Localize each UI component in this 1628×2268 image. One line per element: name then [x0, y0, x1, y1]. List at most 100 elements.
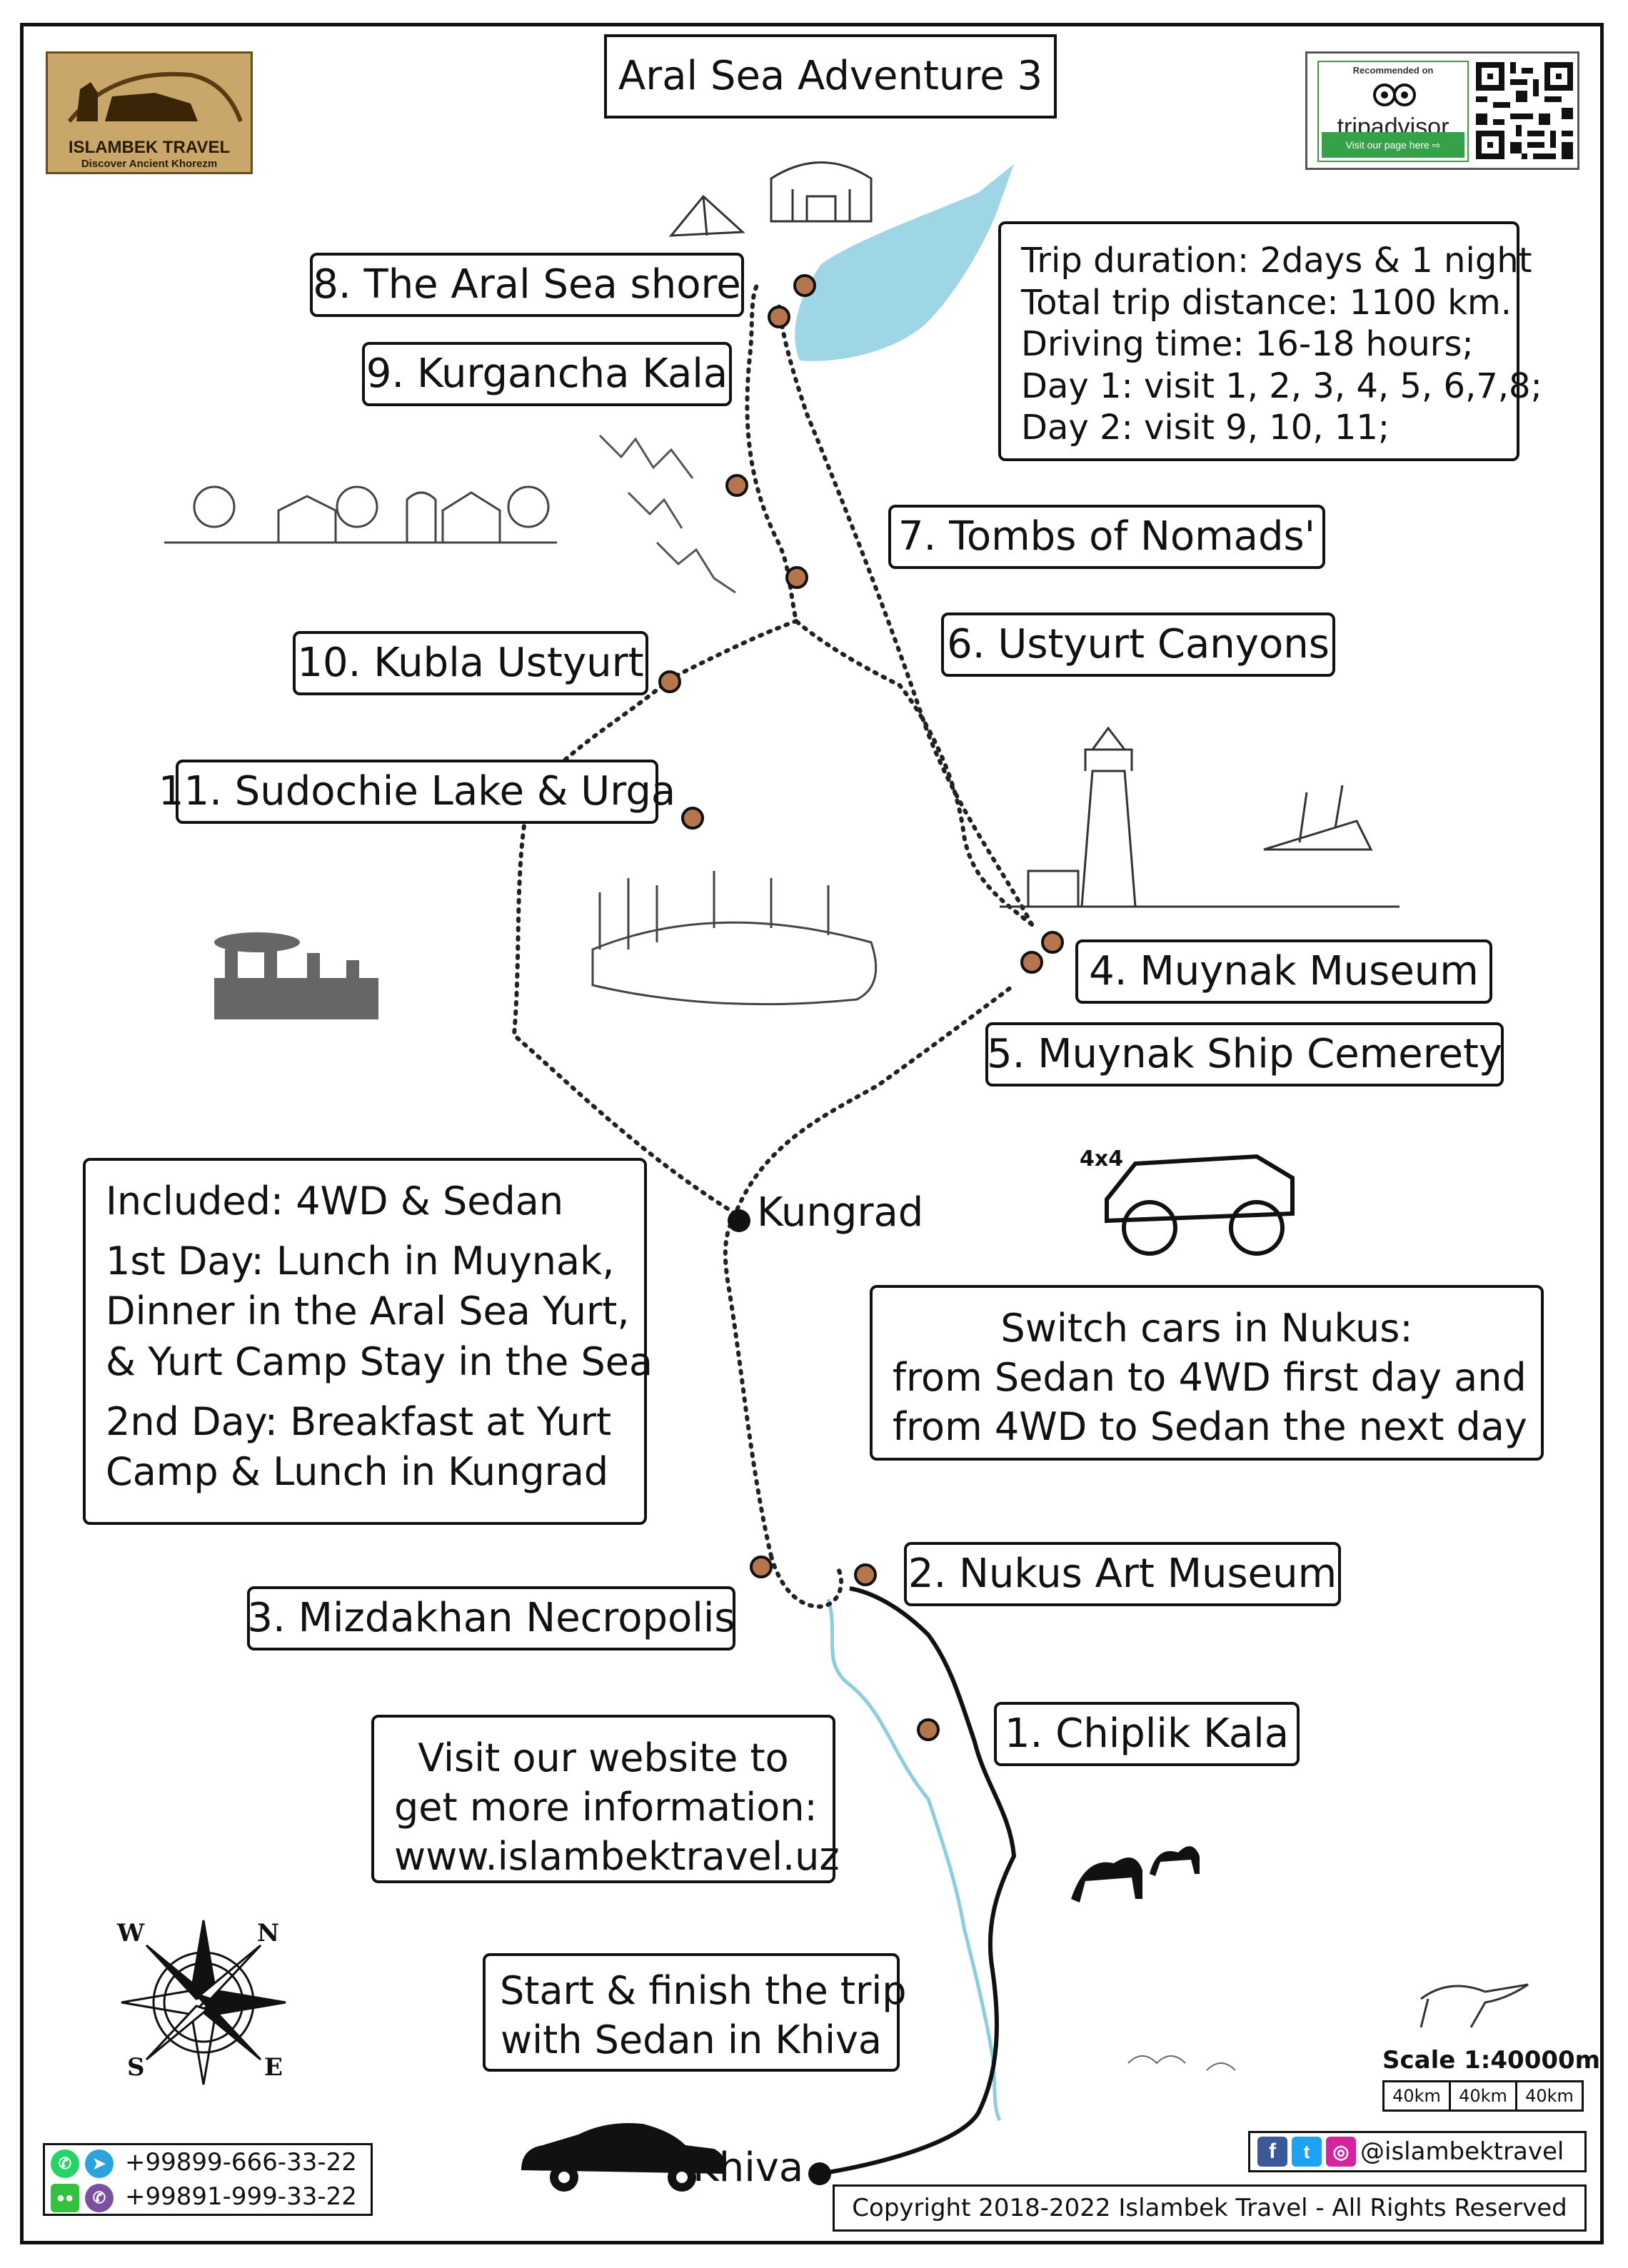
yurt-icon — [770, 161, 873, 223]
included-box: Included: 4WD & Sedan 1st Day: Lunch in … — [83, 1158, 653, 1525]
switch-cars-line: from 4WD to Sedan the next day — [893, 1404, 1527, 1450]
farm-icon — [164, 485, 557, 544]
tripadvisor-recommended: Recommended on — [1352, 65, 1434, 76]
khiva-dot — [808, 2162, 831, 2185]
included-line: & Yurt Camp Stay in the Sea — [106, 1339, 653, 1384]
fox-icon — [1420, 1983, 1529, 2028]
marker-2 — [854, 1563, 877, 1586]
sedan-icon — [521, 2123, 725, 2192]
viber-icon[interactable]: ✆ — [85, 2184, 114, 2212]
tripadvisor-visit-label: Visit our page here — [1345, 139, 1429, 151]
marker-10 — [658, 670, 681, 693]
stop-label-1[interactable]: 1. Chiplik Kala — [994, 1702, 1300, 1766]
mountains-icon — [598, 434, 736, 594]
phone-1[interactable]: +99899-666-33-22 — [125, 2148, 357, 2177]
marker-4 — [1041, 931, 1064, 954]
tripadvisor-logo: Recommended on tripadvisor Visit our pag… — [1317, 61, 1469, 162]
factory-icon — [214, 932, 378, 1019]
map-frame — [20, 23, 1604, 2244]
trip-info-line: Driving time: 16-18 hours; — [1021, 324, 1474, 365]
islambek-logo[interactable]: ISLAMBEK TRAVEL Discover Ancient Khorezm — [46, 51, 253, 174]
route-dotted-north — [776, 298, 1034, 927]
website-url[interactable]: www.islambektravel.uz — [394, 1834, 840, 1880]
switch-cars-box: Switch cars in Nukus: from Sedan to 4WD … — [870, 1285, 1544, 1461]
camel-car-logo-icon — [67, 71, 243, 123]
wechat-icon[interactable]: ●● — [51, 2184, 79, 2212]
scale-bar: 40km 40km 40km — [1382, 2080, 1584, 2112]
phone-2[interactable]: +99891-999-33-22 — [125, 2182, 357, 2211]
trip-info-line: Trip duration: 2days & 1 night — [1021, 241, 1532, 281]
shipwreck-icon — [1263, 785, 1373, 851]
arrow-right-icon: ⇨ — [1429, 138, 1441, 151]
jeep-icon — [1105, 1154, 1295, 1256]
city-label-kungrad[interactable]: Kungrad — [757, 1189, 924, 1236]
stop-label-2[interactable]: 2. Nukus Art Museum — [904, 1542, 1341, 1606]
social-box: f t ◎ @islambektravel — [1248, 2131, 1587, 2172]
stop-label-5[interactable]: 5. Muynak Ship Cemerety — [985, 1022, 1504, 1087]
route-dotted-nukus — [769, 1554, 844, 1609]
owl-icon — [1373, 84, 1416, 106]
kungrad-dot — [728, 1209, 750, 1232]
compass-n: N — [257, 1919, 280, 1947]
compass-s: S — [127, 2053, 145, 2082]
logo-name: ISLAMBEK TRAVEL — [68, 138, 231, 157]
marker-1 — [917, 1718, 940, 1741]
scale-segment: 40km — [1385, 2082, 1451, 2110]
stop-label-6[interactable]: 6. Ustyurt Canyons — [941, 613, 1335, 677]
scale-label: Scale 1:40000m — [1382, 2046, 1601, 2075]
route-dotted-west — [511, 619, 798, 1216]
start-finish-line: Start & finish the trip — [500, 1968, 907, 2013]
marker-5 — [1020, 951, 1043, 974]
stop-label-11[interactable]: 11. Sudochie Lake & Urga — [159, 760, 675, 824]
instagram-icon[interactable]: ◎ — [1326, 2137, 1356, 2167]
scale-segment: 40km — [1525, 2086, 1574, 2106]
camels-icon — [1071, 1846, 1200, 1902]
stop-label-8[interactable]: 8. The Aral Sea shore — [310, 253, 744, 317]
route-solid — [819, 1586, 1017, 2176]
stop-label-10[interactable]: 10. Kubla Ustyurt — [293, 631, 648, 695]
tripadvisor-badge[interactable]: Recommended on tripadvisor Visit our pag… — [1305, 51, 1579, 170]
lake-icon — [591, 871, 878, 1006]
website-line: Visit our website to — [418, 1735, 789, 1780]
vehicle-tag: 4x4 — [1080, 1146, 1124, 1171]
marker-6 — [785, 566, 808, 589]
included-line: Camp & Lunch in Kungrad — [106, 1448, 609, 1494]
marker-11 — [681, 807, 704, 830]
birds-icon — [1127, 2055, 1236, 2071]
twitter-icon[interactable]: t — [1292, 2137, 1322, 2167]
aral-sea — [795, 164, 1014, 361]
switch-cars-line: Switch cars in Nukus: — [1000, 1306, 1413, 1351]
compass-e: E — [264, 2053, 283, 2082]
included-line: 1st Day: Lunch in Muynak, — [106, 1239, 615, 1284]
marker-3 — [750, 1556, 773, 1578]
included-line: 2nd Day: Breakfast at Yurt — [106, 1398, 612, 1444]
marker-9 — [768, 306, 790, 328]
river — [826, 1598, 1002, 2122]
facebook-icon[interactable]: f — [1257, 2137, 1287, 2167]
stop-label-7[interactable]: 7. Tombs of Nomads' — [888, 505, 1325, 569]
contacts-box: ✆ ➤ ●● ✆ +99899-666-33-22 +99891-999-33-… — [43, 2143, 373, 2216]
stop-label-4[interactable]: 4. Muynak Museum — [1075, 939, 1492, 1004]
whatsapp-icon[interactable]: ✆ — [51, 2149, 79, 2178]
logo-tagline: Discover Ancient Khorezm — [81, 158, 218, 170]
compass-icon — [121, 1920, 286, 2085]
marker-8 — [793, 274, 816, 297]
city-label-khiva[interactable]: Khiva — [693, 2144, 804, 2191]
tripadvisor-visit[interactable]: Visit our page here ⇨ — [1322, 132, 1464, 158]
route-dotted-main — [723, 983, 1016, 1558]
qr-code-icon[interactable] — [1476, 62, 1573, 159]
stop-label-9[interactable]: 9. Kurgancha Kala — [362, 342, 732, 406]
social-handle[interactable]: @islambektravel — [1360, 2137, 1564, 2166]
scale-segment: 40km — [1451, 2082, 1517, 2110]
website-box[interactable]: Visit our website to get more informatio… — [371, 1715, 840, 1883]
start-finish-line: with Sedan in Khiva — [500, 2017, 883, 2063]
start-finish-box: Start & finish the trip with Sedan in Kh… — [483, 1953, 907, 2072]
stop-label-3[interactable]: 3. Mizdakhan Necropolis — [247, 1586, 735, 1650]
included-line: Dinner in the Aral Sea Yurt, — [106, 1289, 630, 1334]
marker-7 — [725, 474, 748, 497]
telegram-icon[interactable]: ➤ — [85, 2149, 114, 2178]
trip-info-box: Trip duration: 2days & 1 night Total tri… — [998, 221, 1542, 461]
map-title: Aral Sea Adventure 3 — [604, 34, 1057, 119]
included-line: Included: 4WD & Sedan — [106, 1179, 564, 1224]
